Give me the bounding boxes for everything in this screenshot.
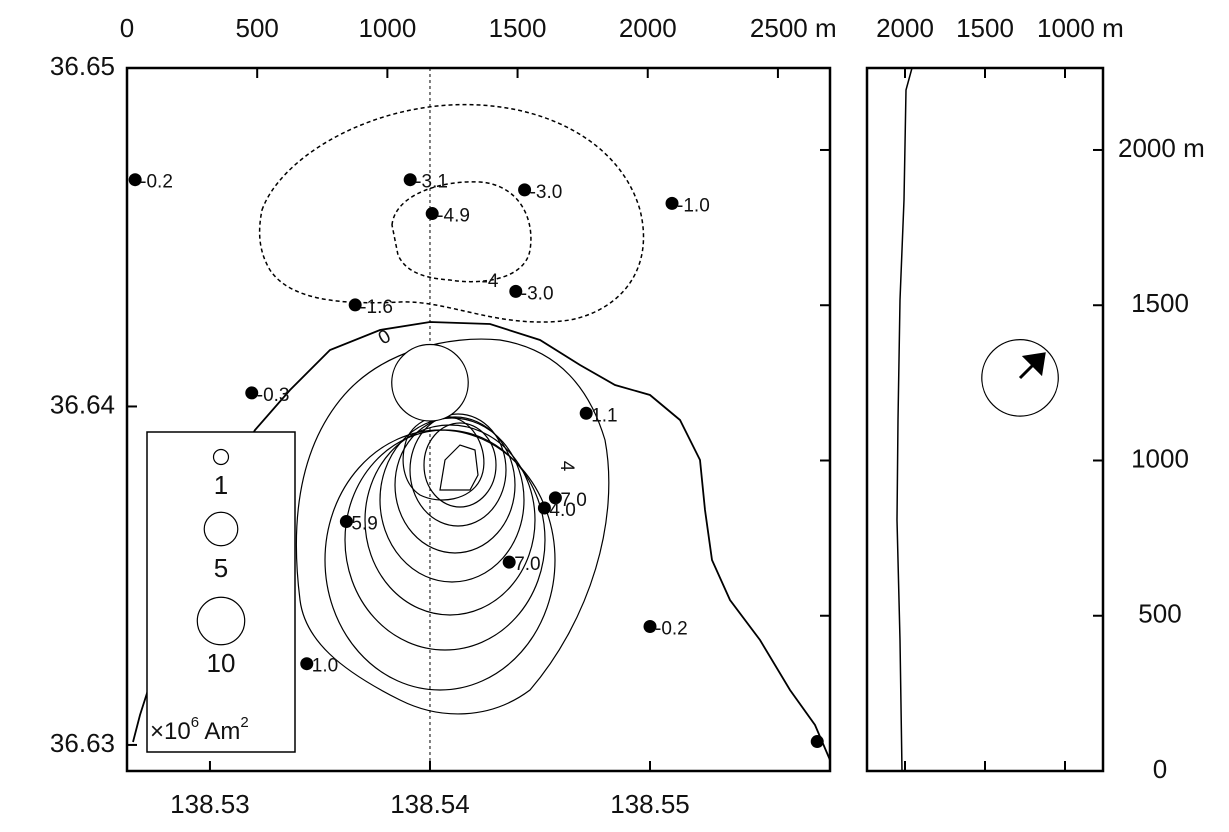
- data-point: [579, 406, 593, 420]
- data-point: [502, 555, 516, 569]
- map-frame: [125, 66, 832, 773]
- data-point: [509, 284, 523, 298]
- negative-contours: [258, 103, 645, 323]
- data-point: [339, 515, 353, 529]
- point-label: -3.1: [415, 172, 448, 193]
- data-point: [425, 207, 439, 221]
- contour-label: 4: [556, 461, 577, 472]
- data-point: [128, 173, 142, 187]
- x-tick-label: 138.55: [610, 789, 690, 819]
- x2-tick-label: 2000: [619, 13, 677, 43]
- data-point: [300, 657, 314, 671]
- legend-circle: [203, 511, 239, 547]
- point-label: -1.6: [360, 297, 393, 318]
- x-tick-label: 2000: [876, 13, 934, 43]
- y-tick-label: 36.64: [50, 389, 115, 419]
- legend-circle: [212, 448, 230, 466]
- point-label: -0.2: [140, 172, 173, 193]
- point-label: 4.0: [549, 500, 575, 521]
- data-point: [643, 619, 657, 633]
- point-label: -3.0: [530, 182, 563, 203]
- point-label: 7.0: [514, 554, 540, 575]
- point-label: -1.0: [677, 195, 710, 216]
- point-label: 1.1: [591, 405, 617, 426]
- x-tick-label: 1000 m: [1037, 13, 1124, 43]
- point-label: -0.3: [257, 385, 290, 406]
- data-point: [245, 386, 259, 400]
- x2-tick-label: 0: [120, 13, 134, 43]
- point-label: 5.9: [351, 514, 377, 535]
- y-tick-label: 36.65: [50, 51, 115, 81]
- legend-label: 10: [207, 648, 236, 678]
- y-tick-label: 0: [1153, 754, 1167, 784]
- legend-label: 5: [214, 553, 228, 583]
- data-point: [518, 183, 532, 197]
- x-tick-label: 138.53: [170, 789, 250, 819]
- point-label: -3.0: [521, 283, 554, 304]
- y-tick-label: 2000 m: [1118, 133, 1205, 163]
- unit-part: 6: [191, 714, 199, 731]
- y-tick-label: 500: [1138, 599, 1181, 629]
- data-point: [665, 196, 679, 210]
- x2-tick-label: 1000: [358, 13, 416, 43]
- unit-part: Am: [199, 718, 240, 745]
- y-tick-label: 1500: [1131, 288, 1189, 318]
- y-tick-label: 1000: [1131, 443, 1189, 473]
- data-point: [810, 735, 824, 749]
- data-point: [537, 501, 551, 515]
- point-label: 1.0: [312, 656, 338, 677]
- point-label: 7.0: [560, 490, 586, 511]
- point-label: -0.2: [655, 618, 688, 639]
- legend-unit: ×106 Am2: [150, 714, 249, 745]
- data-point: [348, 298, 362, 312]
- legend-circle: [196, 596, 246, 646]
- x-tick-label: 138.54: [390, 789, 470, 819]
- unit-part: 2: [240, 714, 248, 731]
- topography: [896, 67, 913, 772]
- legend-label: 1: [214, 470, 228, 500]
- point-label: -4.9: [437, 206, 470, 227]
- legend: [146, 431, 296, 753]
- data-point: [548, 491, 562, 505]
- unit-part: ×10: [150, 718, 191, 745]
- x2-tick-label: 500: [235, 13, 278, 43]
- x-tick-label: 1500: [956, 13, 1014, 43]
- x2-tick-label: 1500: [489, 13, 547, 43]
- x2-tick-label: 2500 m: [750, 13, 837, 43]
- source-arrow: [1018, 352, 1046, 380]
- data-point: [403, 173, 417, 187]
- y-tick-label: 36.63: [50, 728, 115, 758]
- positive-contours: [295, 338, 610, 715]
- source-circle: [391, 343, 469, 422]
- contour-label: -4: [482, 271, 499, 292]
